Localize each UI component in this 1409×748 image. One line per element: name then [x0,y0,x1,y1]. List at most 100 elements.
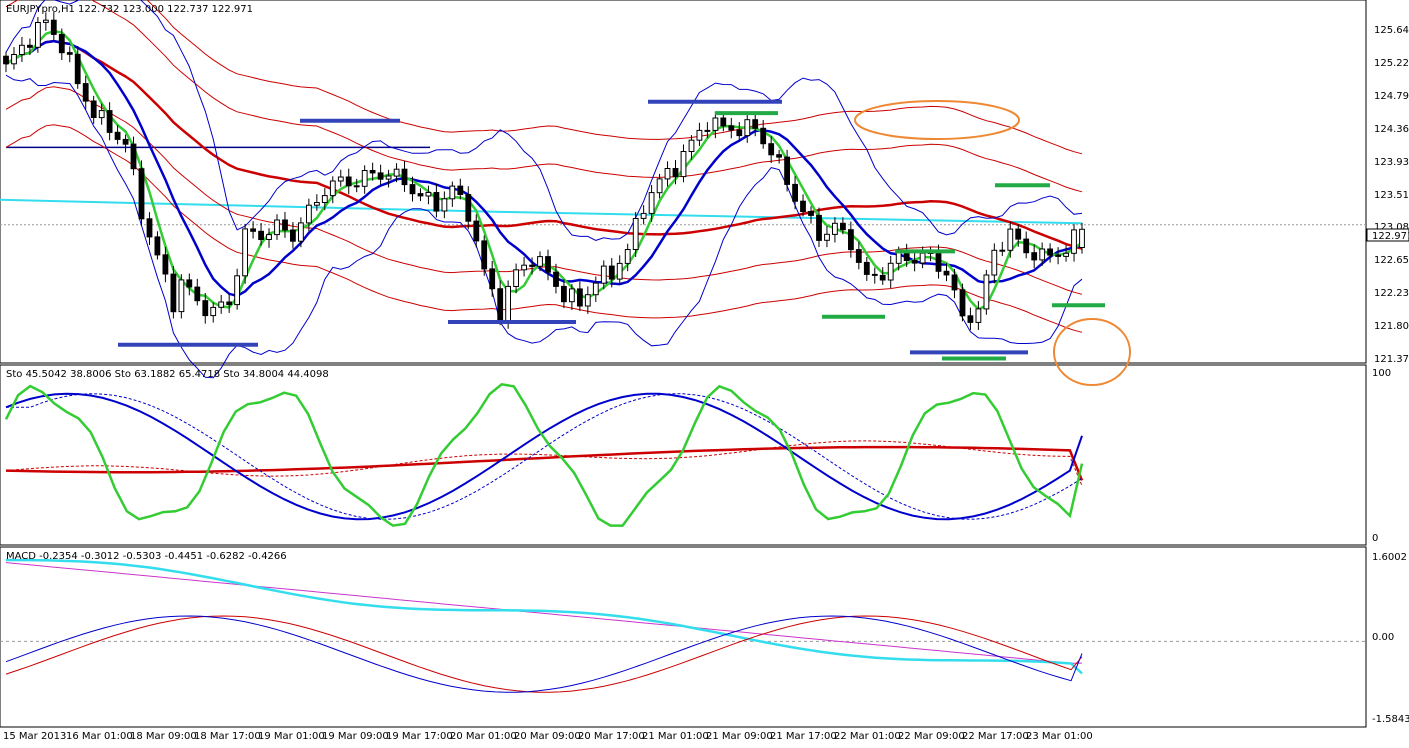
time-label: 20 Mar 09:00 [514,731,581,742]
candle-body [106,110,113,133]
candle-body [632,218,639,250]
candle-body [138,168,145,220]
time-label: 22 Mar 09:00 [898,731,965,742]
bollinger-upper [5,0,1083,241]
macd-signal-line [5,615,1083,693]
macd-tick-bottom: -1.5843 [1372,714,1409,725]
candle-body [1063,252,1069,257]
candle-body [11,54,17,65]
macd-main-line [5,615,1083,693]
candle-body [1039,248,1046,261]
candle-body [545,256,551,273]
candle-body [624,249,631,264]
candle-body [553,271,559,287]
stoch-slow-red [5,445,1084,481]
candle-body [879,274,886,281]
candle-body [457,185,464,196]
price-tick: 124.360 [1374,124,1409,135]
candle-body [27,44,33,48]
candle-body [162,254,169,275]
candle-body [234,275,240,306]
candle-body [848,229,854,251]
blue-moving-average [5,39,1083,298]
stoch-fast-green [4,382,1084,527]
candle-body [776,154,783,158]
candle-body [242,228,248,277]
candle-body [361,170,368,187]
candle-body [608,265,615,280]
candle-body [824,233,830,241]
candle-body [74,53,81,85]
annotation-ellipse [1053,318,1131,386]
time-label: 16 Mar 01:00 [66,731,133,742]
stoch-panel-frame [0,364,1367,546]
candle-body [417,193,424,197]
bollinger-lower [5,74,1083,379]
candle-body [226,301,233,306]
candle-body [369,170,376,174]
candle-body [43,19,49,23]
candle-body [1071,229,1077,254]
candle-body [840,222,846,231]
time-label: 21 Mar 01:00 [642,731,709,742]
price-axis: 125.640 125.220 124.790 124.360 123.930 … [1374,25,1409,365]
candle-body [975,308,982,323]
candle-body [696,129,703,141]
candle-body [760,127,767,145]
time-label: 23 Mar 01:00 [1026,731,1093,742]
candle-body [919,252,926,264]
price-tick: 125.640 [1374,25,1409,36]
candle-body [186,279,193,288]
candle-body [114,131,121,140]
candle-body [728,125,735,131]
time-label: 22 Mar 17:00 [962,731,1029,742]
candle-body [863,261,870,275]
candle-body [967,315,974,323]
candle-body [680,151,687,178]
candle-body [178,279,185,313]
green-moving-average [5,29,1083,311]
envelope-line [5,86,1083,295]
candle-body [98,110,105,119]
annotation-ellipse [854,100,1020,140]
time-label: 20 Mar 17:00 [578,731,645,742]
stochastic-plot[interactable] [4,382,1084,527]
macd-magenta-line [5,562,1083,664]
candle-body [505,285,512,322]
candle-body [752,119,759,129]
stoch-tick-100: 100 [1372,368,1391,379]
candle-body [584,294,591,307]
main-panel-frame [0,0,1367,364]
main-price-plot[interactable] [0,0,1366,386]
candle-body [648,192,655,214]
candle-body [959,289,966,317]
candle-body [321,195,328,204]
macd-tick-top: 1.6002 [1372,552,1407,563]
candle-body [1079,228,1085,249]
candle-body [465,194,472,222]
candle-body [146,218,153,238]
candle-body [569,288,575,303]
candle-body [353,185,360,188]
price-tick: 124.790 [1374,91,1409,102]
time-axis: 15 Mar 2013 16 Mar 01:00 18 Mar 09:00 18… [3,731,1093,742]
time-label: 21 Mar 09:00 [706,731,773,742]
candle-body [943,270,950,276]
candle-body [441,198,448,212]
candle-body [1023,238,1030,254]
candle-body [951,274,958,291]
candle-body [672,168,679,178]
macd-plot[interactable] [0,558,1366,693]
candle-body [1047,248,1053,256]
time-label: 22 Mar 01:00 [834,731,901,742]
candle-body [537,256,543,267]
candle-body [194,286,201,302]
candle-body [529,264,536,267]
candle-body [35,22,41,48]
candle-body [218,301,225,308]
candle-body [800,200,806,212]
candle-body [266,234,272,241]
price-tick: 122.230 [1374,288,1409,299]
candle-body [58,34,65,54]
candle-body [489,268,496,290]
